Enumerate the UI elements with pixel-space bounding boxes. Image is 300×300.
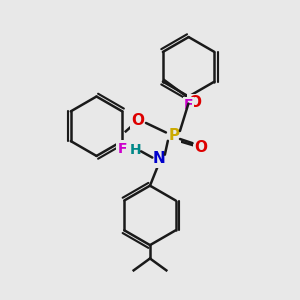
Text: O: O: [132, 113, 145, 128]
Text: F: F: [184, 98, 194, 112]
Text: O: O: [194, 140, 207, 154]
Text: O: O: [188, 95, 201, 110]
Text: P: P: [168, 128, 179, 142]
Text: F: F: [118, 142, 127, 155]
Text: N: N: [152, 152, 165, 166]
Text: H: H: [129, 143, 141, 157]
